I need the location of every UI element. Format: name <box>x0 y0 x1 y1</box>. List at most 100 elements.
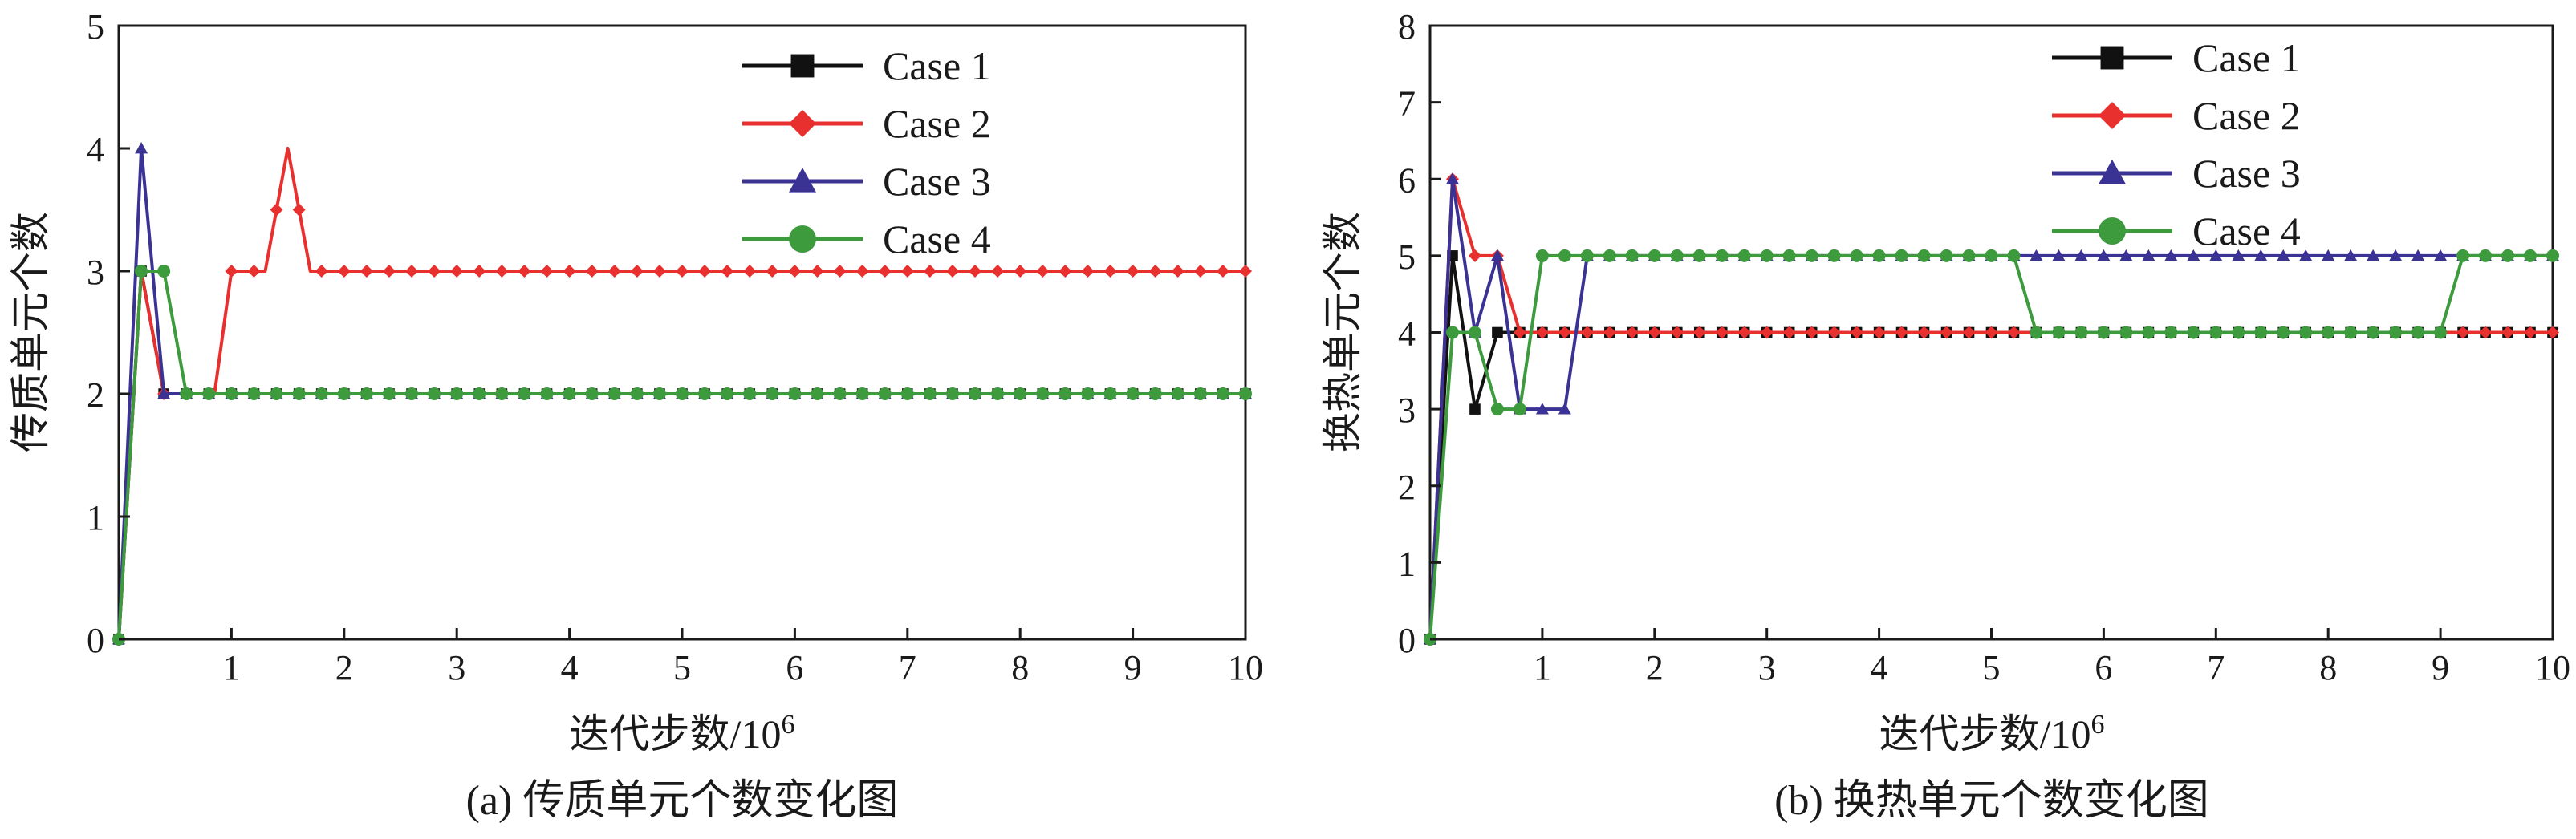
data-point-a-3-30 <box>788 387 802 400</box>
y-axis-label-b: 换热单元个数 <box>1320 212 1365 452</box>
y-tick-label-a-5: 5 <box>87 7 104 47</box>
data-point-a-3-26 <box>698 387 712 400</box>
data-point-b-2-31 <box>2119 249 2133 261</box>
data-point-a-3-45 <box>1126 387 1140 400</box>
data-point-b-1-8 <box>1603 326 1616 339</box>
legend-label-b-2: Case 3 <box>2192 151 2301 196</box>
data-point-b-1-5 <box>1535 326 1549 339</box>
data-point-b-3-45 <box>2434 326 2448 339</box>
series-a-0 <box>113 265 1251 645</box>
data-point-a-3-35 <box>900 387 914 400</box>
data-point-b-3-36 <box>2232 326 2245 339</box>
x-tick-label-a-4: 5 <box>673 648 691 687</box>
data-point-b-1-10 <box>1648 326 1661 339</box>
series-b-0 <box>1424 250 2558 645</box>
data-point-b-3-2 <box>1468 326 1481 339</box>
legend-marker-b-0 <box>2100 46 2124 70</box>
data-point-b-3-40 <box>2322 326 2335 339</box>
data-point-a-3-10 <box>337 387 351 400</box>
x-tick-label-b-3: 4 <box>1871 648 1888 687</box>
data-point-b-3-28 <box>2052 326 2066 339</box>
legend-label-b-3: Case 4 <box>2192 209 2301 253</box>
data-point-a-1-47 <box>1171 265 1184 278</box>
data-point-b-1-49 <box>2524 326 2537 339</box>
data-point-b-2-42 <box>2367 249 2380 261</box>
data-point-b-3-6 <box>1558 249 1571 262</box>
data-point-a-3-43 <box>1081 387 1095 400</box>
data-point-b-3-29 <box>2074 326 2088 339</box>
data-point-a-3-19 <box>540 387 554 400</box>
data-point-b-3-18 <box>1827 249 1841 262</box>
data-point-a-3-42 <box>1058 387 1072 400</box>
y-tick-label-b-6: 6 <box>1398 160 1416 200</box>
series-b-1 <box>1424 172 2559 646</box>
caption-a: (a) 传质单元个数变化图 <box>466 778 899 824</box>
data-point-b-2-35 <box>2209 249 2223 261</box>
legend-marker-a-1 <box>789 110 816 137</box>
data-point-b-2-30 <box>2097 249 2111 261</box>
data-point-a-1-43 <box>1081 265 1095 278</box>
data-point-a-1-38 <box>969 265 982 278</box>
data-point-a-3-31 <box>811 387 824 400</box>
y-tick-label-a-3: 3 <box>87 253 104 292</box>
data-point-b-3-25 <box>1985 249 1998 262</box>
data-point-b-3-43 <box>2389 326 2403 339</box>
data-point-a-3-29 <box>766 387 779 400</box>
data-point-a-1-11 <box>360 265 373 278</box>
data-point-a-3-25 <box>676 387 689 400</box>
x-axis-label-exp-a: 6 <box>781 710 794 740</box>
data-point-a-1-35 <box>900 265 914 278</box>
data-point-b-2-41 <box>2344 249 2358 261</box>
data-point-a-3-2 <box>157 265 171 278</box>
legend-label-b-0: Case 1 <box>2192 35 2301 80</box>
data-point-a-3-21 <box>585 387 599 400</box>
data-point-b-3-23 <box>1940 249 1953 262</box>
data-point-a-3-8 <box>292 387 306 400</box>
data-point-a-3-15 <box>450 387 464 400</box>
data-point-a-1-46 <box>1148 265 1162 278</box>
data-point-a-1-36 <box>923 265 937 278</box>
data-point-a-1-37 <box>945 265 959 278</box>
data-point-b-3-49 <box>2524 249 2537 262</box>
data-point-b-1-17 <box>1805 326 1818 339</box>
data-point-b-3-5 <box>1535 249 1549 262</box>
data-point-a-1-40 <box>1014 265 1027 278</box>
x-axis-label-text-a: 迭代步数/10 <box>570 711 782 756</box>
tick-layer-a: 1 2 3 4 5 6 7 8 9 10 0 1 2 3 4 5 <box>87 7 1263 687</box>
legend-marker-b-3 <box>2099 217 2126 245</box>
legend-marker-a-2 <box>789 168 816 193</box>
data-point-a-1-28 <box>743 265 757 278</box>
y-tick-label-b-2: 2 <box>1398 468 1416 507</box>
x-tick-label-a-6: 7 <box>899 648 916 687</box>
data-point-a-3-46 <box>1148 387 1162 400</box>
data-point-a-3-39 <box>991 387 1005 400</box>
data-point-b-3-19 <box>1850 249 1863 262</box>
data-point-b-1-48 <box>2501 326 2515 339</box>
series-line-a-1 <box>117 147 1245 640</box>
data-point-a-1-10 <box>337 265 351 278</box>
data-point-a-3-17 <box>495 387 509 400</box>
y-axis-label-a: 传质单元个数 <box>8 212 53 452</box>
series-b-3 <box>1424 249 2559 646</box>
x-tick-label-a-1: 2 <box>335 648 353 687</box>
legend-b: Case 1 Case 2 Case 3 Case 4 <box>2052 35 2301 253</box>
data-point-b-1-4 <box>1513 326 1526 339</box>
data-point-b-2-36 <box>2232 249 2245 261</box>
data-point-b-2-34 <box>2187 249 2200 261</box>
data-point-a-3-11 <box>360 387 373 400</box>
data-point-a-3-20 <box>563 387 576 400</box>
data-point-b-2-1 <box>1445 172 1459 184</box>
x-tick-label-b-1: 2 <box>1646 648 1664 687</box>
data-point-b-2-33 <box>2164 249 2178 261</box>
data-point-b-3-3 <box>1490 403 1504 416</box>
data-point-a-3-3 <box>180 387 193 400</box>
x-axis-label-exp-b: 6 <box>2090 710 2104 740</box>
data-point-a-3-33 <box>855 387 869 400</box>
legend-label-b-1: Case 2 <box>2192 93 2301 138</box>
data-point-b-2-29 <box>2074 249 2088 261</box>
data-point-b-3-17 <box>1805 249 1818 262</box>
data-point-a-1-23 <box>630 265 644 278</box>
data-point-b-1-14 <box>1737 326 1751 339</box>
data-point-b-3-31 <box>2119 326 2133 339</box>
